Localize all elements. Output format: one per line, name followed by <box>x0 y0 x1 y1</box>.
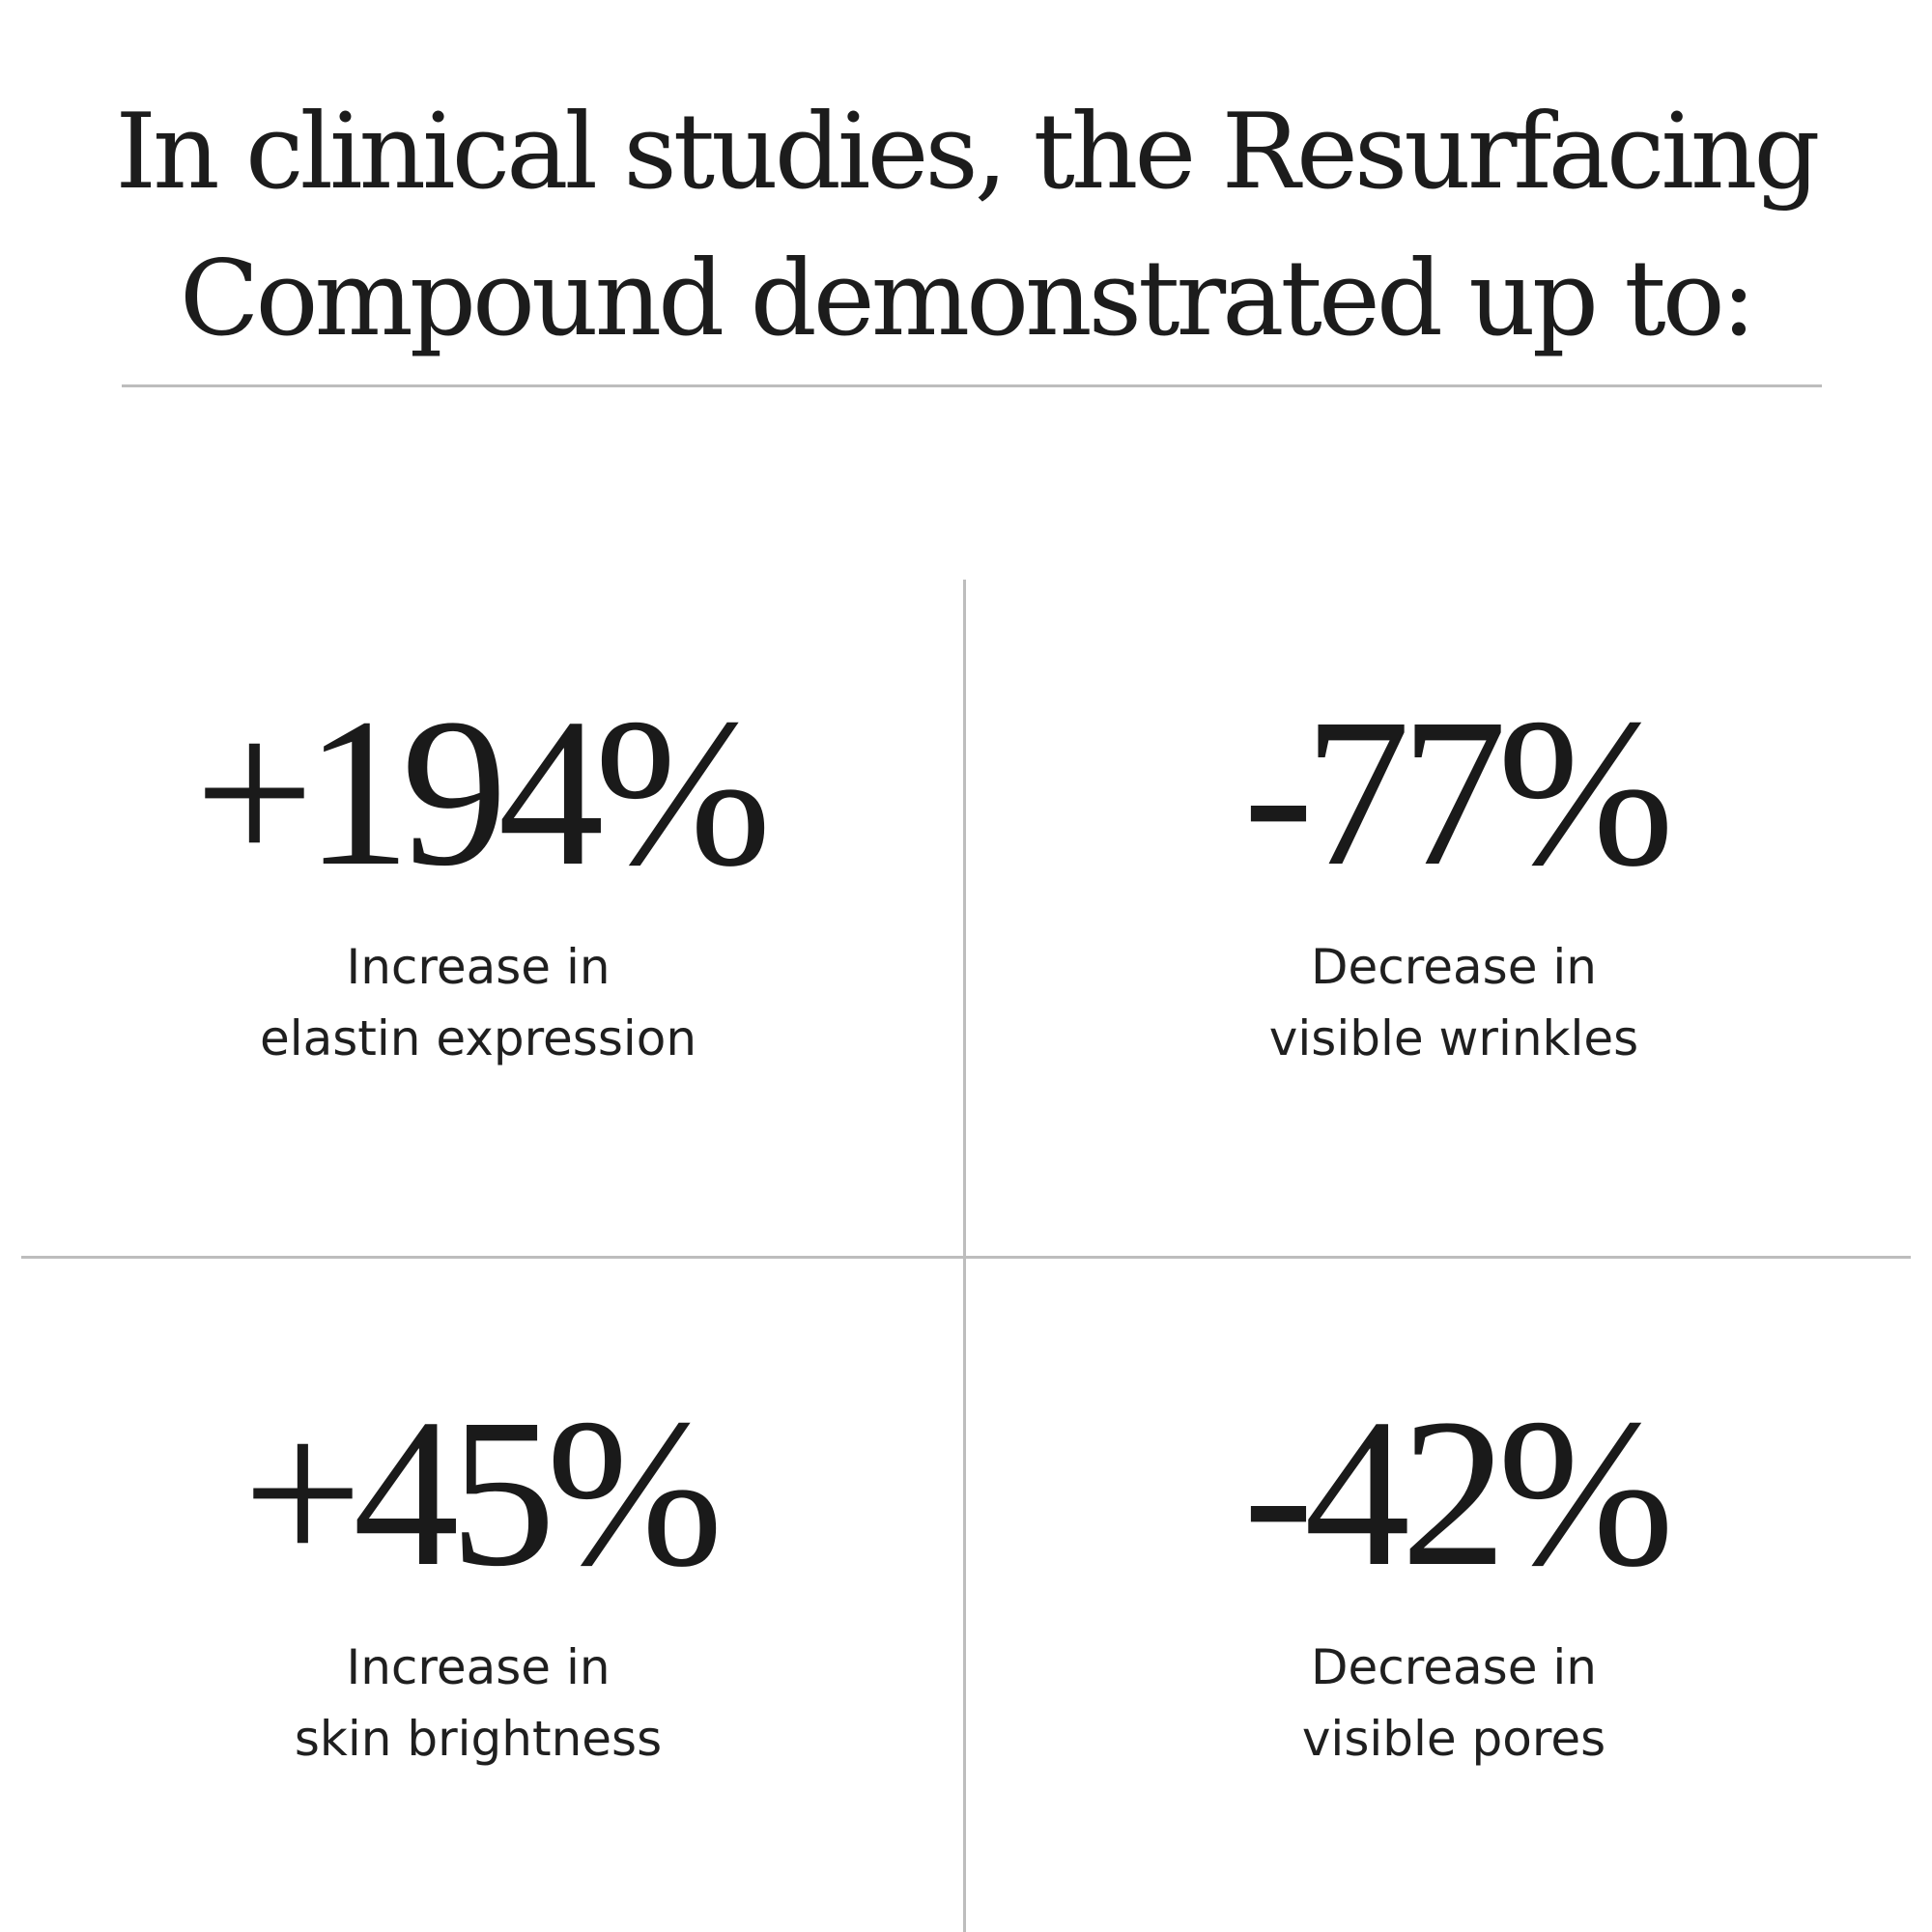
stat-label-line: Decrease in <box>1311 1639 1597 1695</box>
stat-wrinkles: -77% Decrease in visible wrinkles <box>1019 686 1889 1074</box>
stat-brightness: +45% Increase in skin brightness <box>43 1386 913 1775</box>
stat-label-line: skin brightness <box>294 1711 663 1767</box>
stat-label-line: visible wrinkles <box>1268 1010 1639 1066</box>
stat-label-line: Increase in <box>346 939 611 995</box>
stat-label: Increase in elastin expression <box>43 931 913 1074</box>
stat-value: +45% <box>242 1375 723 1610</box>
stat-value: -77% <box>1242 674 1675 910</box>
stat-value: -42% <box>1242 1375 1675 1610</box>
stat-label-line: visible pores <box>1301 1711 1606 1767</box>
horizontal-divider <box>21 1256 1911 1259</box>
stat-label: Decrease in visible pores <box>1019 1632 1889 1775</box>
stat-label-line: elastin expression <box>259 1010 697 1066</box>
top-divider <box>122 384 1822 387</box>
headline-line-1: In clinical studies, the Resurfacing <box>115 92 1820 213</box>
stat-label: Decrease in visible wrinkles <box>1019 931 1889 1074</box>
stat-label-line: Increase in <box>346 1639 611 1695</box>
stat-pores: -42% Decrease in visible pores <box>1019 1386 1889 1775</box>
stat-label: Increase in skin brightness <box>43 1632 913 1775</box>
stat-elastin: +194% Increase in elastin expression <box>43 686 913 1074</box>
headline-line-2: Compound demonstrated up to: <box>179 239 1756 360</box>
stat-value: +194% <box>194 674 771 910</box>
headline: In clinical studies, the Resurfacing Com… <box>0 79 1932 373</box>
stat-label-line: Decrease in <box>1311 939 1597 995</box>
